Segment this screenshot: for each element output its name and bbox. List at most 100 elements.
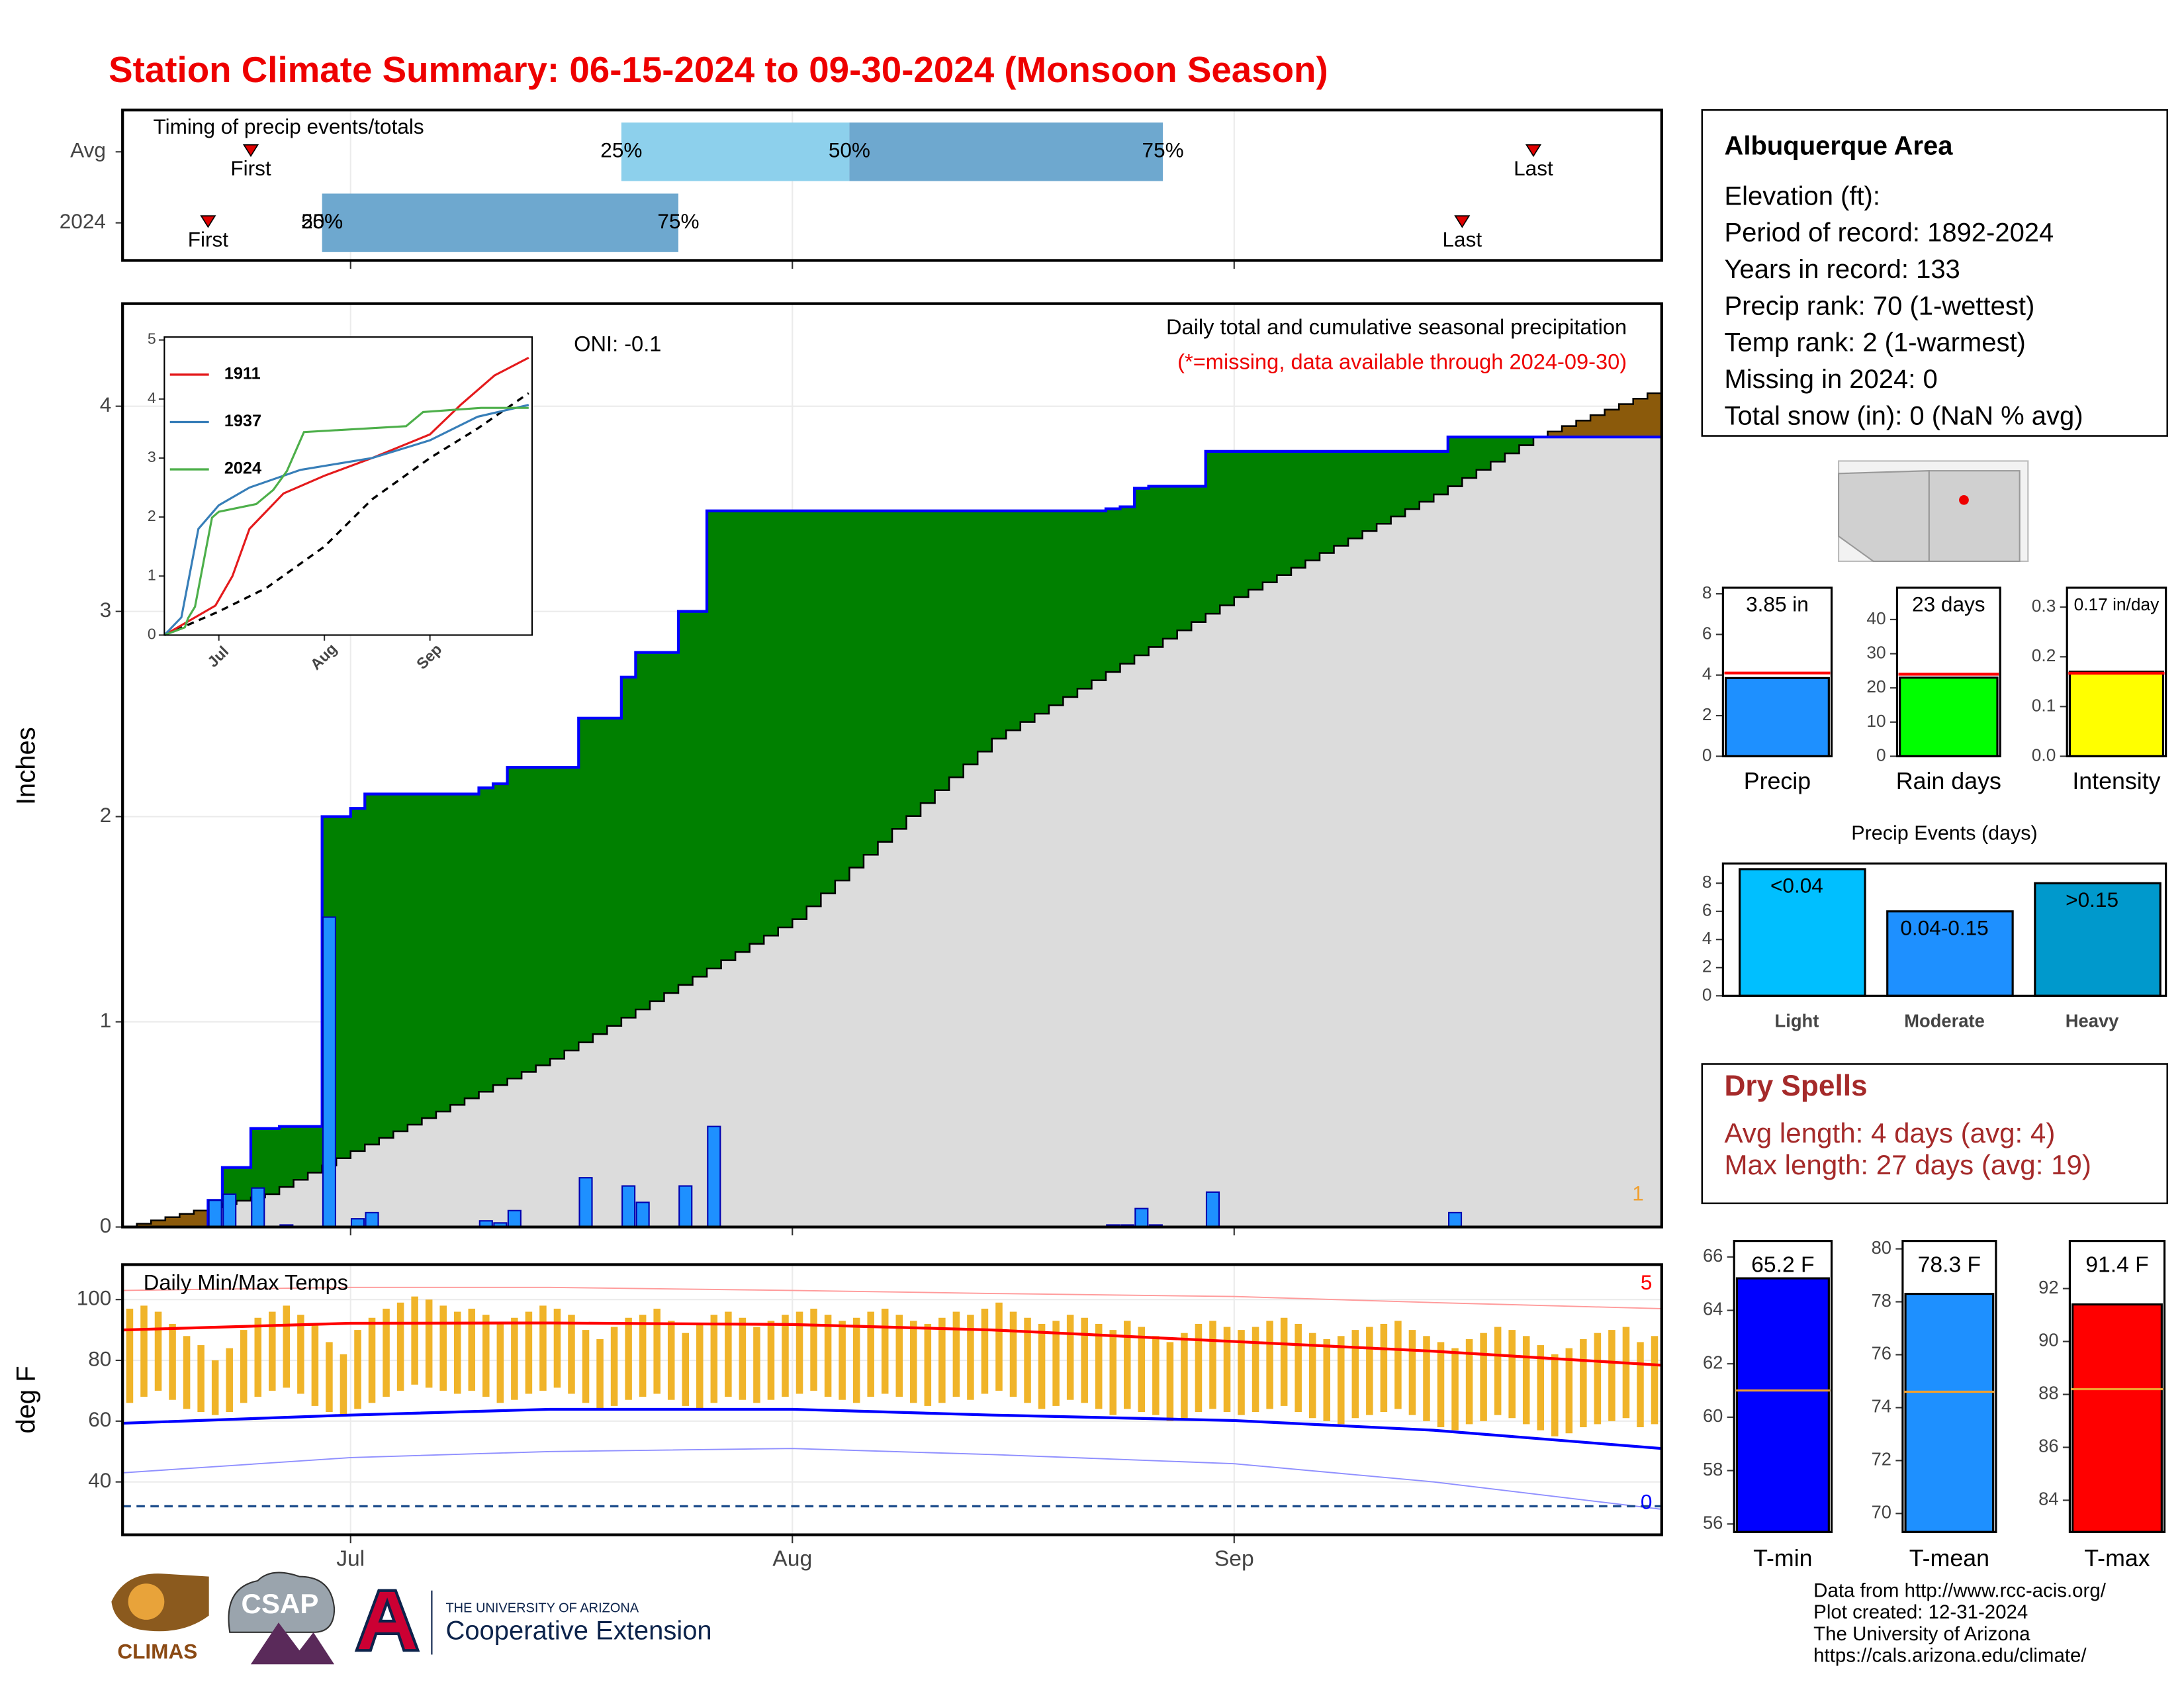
temp-bar: [1066, 1315, 1074, 1400]
category-label: Rain days: [1896, 768, 2001, 794]
event-label: Last: [1442, 227, 1482, 251]
daily-bar: [578, 1177, 593, 1228]
row-label: 2024: [60, 209, 106, 233]
legend-label: 2024: [224, 459, 261, 478]
normal-high-line: [122, 1321, 1662, 1367]
y-tick-label: 0.1: [2032, 695, 2056, 715]
y-tick-label: 0: [100, 1213, 112, 1237]
event-marker: [1454, 215, 1471, 228]
temp-bar: [396, 1302, 404, 1391]
y-tick-label: 86: [2038, 1436, 2058, 1456]
temp-bar: [1109, 1330, 1117, 1415]
temp-bar: [839, 1321, 846, 1400]
temp-bar: [453, 1311, 461, 1394]
temp-bar: [1465, 1338, 1473, 1425]
temp-bar: [981, 1308, 989, 1394]
temp-bar: [297, 1315, 304, 1394]
temp-bar: [739, 1317, 747, 1400]
daily-bar: [222, 1193, 237, 1228]
record-high-line: [122, 1286, 1662, 1309]
temp-bar: [1494, 1327, 1502, 1415]
quantile-bar: [322, 193, 678, 252]
y-tick-label: 20: [1866, 677, 1886, 696]
category-label: Heavy: [2066, 1011, 2119, 1031]
temp-bar: [725, 1311, 732, 1397]
temp-bar: [439, 1305, 447, 1391]
temp-bar: [1266, 1321, 1273, 1409]
temp-bar: [468, 1308, 476, 1391]
temp-bar: [1451, 1348, 1459, 1430]
event-label: First: [188, 227, 229, 251]
temp-bar: [568, 1315, 575, 1394]
temp-bar: [425, 1299, 433, 1388]
temp-bar: [1637, 1342, 1644, 1428]
info-line: Years in record: 133: [1724, 255, 1960, 284]
temp-bar: [625, 1317, 632, 1400]
temp-bar: [696, 1323, 704, 1409]
event-marker: [242, 144, 259, 158]
y-tick-label: 88: [2038, 1383, 2058, 1403]
y-tick-label: 1: [100, 1008, 112, 1032]
temp-bar: [895, 1315, 903, 1397]
panel-frame: [1901, 1240, 1997, 1533]
category-label: Light: [1775, 1011, 1819, 1031]
ua-line2: Cooperative Extension: [445, 1616, 711, 1645]
record-high-count: 5: [1641, 1270, 1653, 1294]
temp-bar: [767, 1321, 775, 1400]
category-label: Precip: [1744, 768, 1811, 794]
temp-bar: [1251, 1327, 1259, 1413]
dry-spells-line: Max length: 27 days (avg: 19): [1724, 1149, 2091, 1180]
temp-bar: [952, 1311, 960, 1397]
inset-line: [163, 404, 529, 636]
y-tick-label: 80: [88, 1346, 111, 1370]
footer-line: Plot created: 12-31-2024: [1813, 1601, 2028, 1623]
daily-bar: [635, 1201, 650, 1228]
temp-bar: [967, 1315, 974, 1400]
y-tick-label: 2: [1702, 957, 1712, 976]
category-label: T-mean: [1909, 1545, 1989, 1571]
temp-bar: [1081, 1317, 1088, 1403]
temp-bar: [539, 1305, 547, 1391]
temp-bar: [1622, 1327, 1630, 1419]
temp-bar: [1351, 1330, 1359, 1419]
y-tick-label: 58: [1703, 1459, 1723, 1479]
footer-line: Data from http://www.rcc-acis.org/: [1813, 1580, 2107, 1602]
ua-logo: [354, 1589, 420, 1652]
info-line: Temp rank: 2 (1-warmest): [1724, 328, 2025, 357]
y-tick-label: 72: [1872, 1449, 1891, 1470]
y-tick-label: 6: [1702, 900, 1712, 920]
record-low-line: [122, 1448, 1662, 1510]
quantile-label: 25%: [301, 209, 343, 233]
y-tick-label: 78: [1872, 1290, 1891, 1311]
temp-bar: [326, 1342, 333, 1413]
temp-bar: [639, 1315, 647, 1397]
chart-title: Daily total and cumulative seasonal prec…: [1166, 314, 1627, 339]
temp-bar: [1052, 1321, 1060, 1406]
inset-line: [163, 406, 529, 636]
temp-bar: [682, 1333, 690, 1406]
bar: [1735, 1277, 1830, 1533]
y-tick-label: 62: [1703, 1352, 1723, 1372]
footer-line: The University of Arizona: [1813, 1623, 2030, 1645]
temp-bar: [824, 1315, 832, 1397]
temp-bar: [1323, 1338, 1331, 1421]
threshold-label: >0.15: [2066, 888, 2118, 912]
temp-bar: [1537, 1345, 1545, 1430]
bar: [1904, 1293, 1995, 1533]
panel-background: [122, 1264, 1662, 1535]
chart-title: Daily Min/Max Temps: [144, 1270, 348, 1294]
csap-text: CSAP: [242, 1588, 319, 1619]
quantile-label: 75%: [657, 209, 699, 233]
value-label: 0.17 in/day: [2074, 594, 2160, 614]
panel-frame: [2066, 586, 2167, 758]
temp-bar: [269, 1311, 276, 1391]
temp-bar: [511, 1317, 518, 1400]
y-tick-label: 64: [1703, 1299, 1723, 1319]
inset-line: [163, 356, 529, 636]
quantile-label: 50%: [301, 209, 343, 233]
y-tick-label: 66: [1703, 1245, 1723, 1266]
y-tick-label: 4: [100, 393, 112, 416]
y-tick-label: 4: [148, 389, 156, 406]
